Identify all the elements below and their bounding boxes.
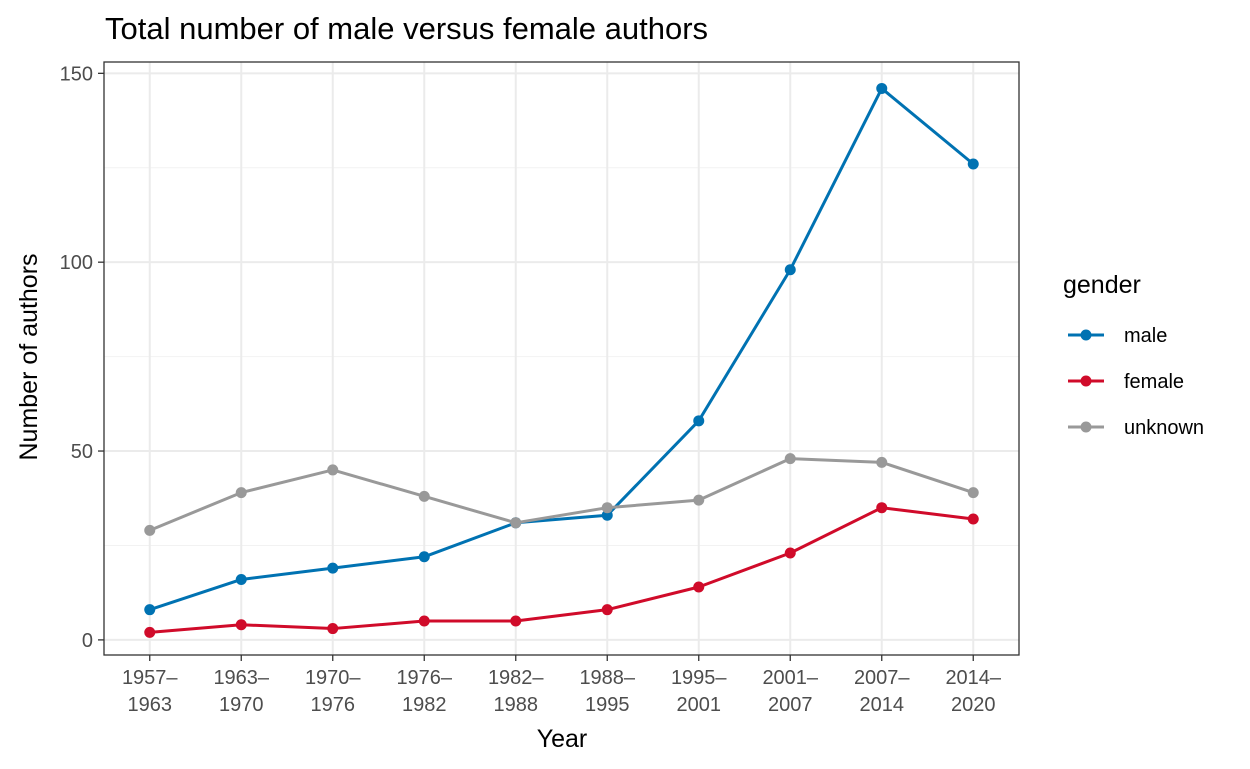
y-tick-label: 0	[82, 630, 93, 652]
panel-border	[103, 61, 1020, 656]
data-point-female	[876, 502, 888, 514]
series-male	[144, 82, 979, 616]
data-point-unknown	[327, 464, 339, 476]
data-point-male	[144, 604, 156, 616]
x-tick-label: 1957– 1963	[122, 667, 178, 716]
x-tick-label: 1976– 1982	[396, 667, 452, 716]
legend-key-point	[1080, 375, 1092, 387]
data-point-unknown	[601, 502, 613, 514]
data-point-unknown	[967, 487, 979, 499]
data-point-female	[418, 615, 430, 627]
y-axis-title: Number of authors	[15, 253, 43, 460]
data-point-unknown	[784, 453, 796, 465]
legend-item-unknown: unknown	[1068, 417, 1204, 439]
legend-key-point	[1080, 421, 1092, 433]
data-point-male	[418, 551, 430, 563]
data-point-female	[144, 626, 156, 638]
data-point-female	[693, 581, 705, 593]
x-tick-label: 1982– 1988	[488, 667, 544, 716]
data-point-male	[967, 158, 979, 170]
series-line-female	[149, 506, 974, 634]
grid	[104, 62, 1019, 655]
data-point-unknown	[693, 494, 705, 506]
series-line-unknown	[149, 457, 974, 532]
y-tick-label: 100	[60, 252, 93, 274]
data-point-unknown	[418, 490, 430, 502]
y-tick-label: 50	[71, 441, 93, 463]
x-tick-label: 1970– 1976	[305, 667, 361, 716]
data-point-female	[784, 547, 796, 559]
x-tick-label: 2014– 2020	[945, 667, 1001, 716]
x-tick-label: 1988– 1995	[579, 667, 635, 716]
data-point-female	[601, 604, 613, 616]
legend-label: unknown	[1124, 417, 1204, 439]
data-point-unknown	[235, 487, 247, 499]
x-tick-label: 2007– 2014	[854, 667, 910, 716]
series-unknown	[144, 453, 979, 536]
data-point-male	[876, 82, 888, 94]
legend-key-point	[1080, 329, 1092, 341]
axes: 0 50 100 150 1957– 1963 1963– 1970 1970– 1976 1976…	[60, 63, 1002, 716]
legend-label: female	[1124, 371, 1184, 393]
data-point-female	[510, 615, 522, 627]
data-point-male	[327, 562, 339, 574]
x-tick-label: 2001– 2007	[762, 667, 818, 716]
series-layer	[144, 82, 979, 638]
x-tick-label: 1995– 2001	[671, 667, 727, 716]
data-point-male	[693, 415, 705, 427]
chart-title: Total number of male versus female autho…	[105, 11, 708, 46]
data-point-female	[235, 619, 247, 631]
data-point-female	[967, 513, 979, 525]
legend-label: male	[1124, 325, 1167, 347]
y-tick-label: 150	[60, 63, 93, 85]
data-point-unknown	[876, 456, 888, 468]
data-point-male	[601, 509, 613, 521]
data-point-male	[784, 264, 796, 276]
legend-item-male: male	[1068, 325, 1167, 347]
data-point-female	[327, 623, 339, 635]
legend-item-female: female	[1068, 371, 1184, 393]
x-axis-title: Year	[537, 725, 588, 753]
data-point-male	[235, 573, 247, 585]
data-point-unknown	[144, 524, 156, 536]
legend: gender male female unknown	[1063, 271, 1204, 439]
series-female	[144, 502, 979, 638]
x-tick-label: 1963– 1970	[213, 667, 269, 716]
series-line-male	[149, 86, 975, 612]
legend-title: gender	[1063, 271, 1141, 299]
data-point-unknown	[510, 517, 522, 529]
